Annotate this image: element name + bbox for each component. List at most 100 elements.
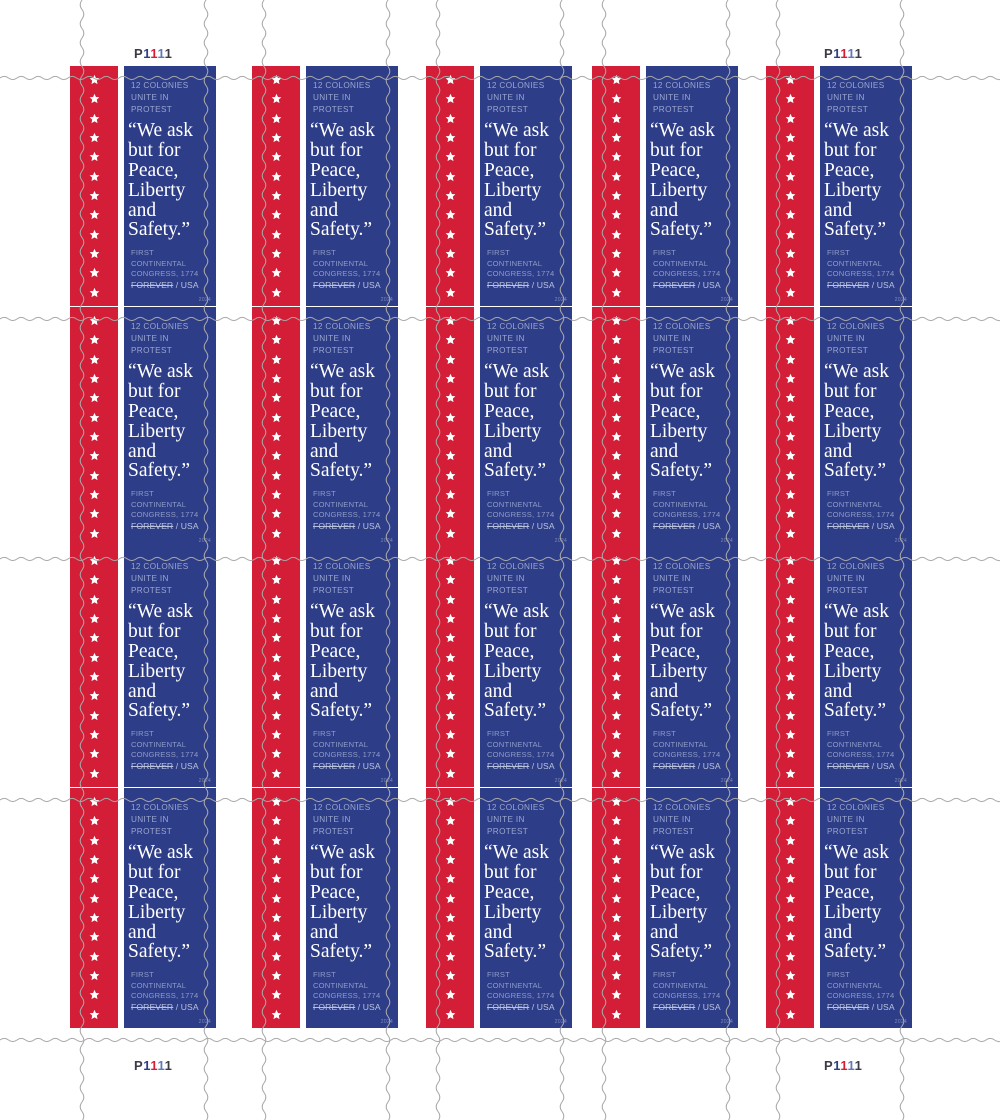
stamp-attribution: FIRST CONTINENTAL CONGRESS, 1774 xyxy=(653,248,721,278)
stamp-year: 2024 xyxy=(380,538,393,544)
star-icon xyxy=(611,594,621,604)
star-icon xyxy=(445,932,455,942)
star-icon xyxy=(271,613,281,624)
star-icon xyxy=(785,210,795,220)
stamp[interactable]: 12 COLONIES UNITE IN PROTEST “We ask but … xyxy=(426,788,572,1028)
stamp[interactable]: 12 COLONIES UNITE IN PROTEST “We ask but … xyxy=(426,547,572,787)
stamp[interactable]: 12 COLONIES UNITE IN PROTEST “We ask but … xyxy=(70,307,216,547)
star-icon xyxy=(611,335,621,345)
star-icon xyxy=(89,691,99,701)
star-icon xyxy=(785,835,795,845)
star-icon xyxy=(611,412,621,422)
stamp-denomination-usa: / USA xyxy=(529,280,555,291)
stamp-attribution: FIRST CONTINENTAL CONGRESS, 1774 xyxy=(653,489,721,519)
stamp[interactable]: 12 COLONIES UNITE IN PROTEST “We ask but … xyxy=(592,547,738,787)
star-icon xyxy=(785,594,795,604)
stamp[interactable]: 12 COLONIES UNITE IN PROTEST “We ask but … xyxy=(70,66,216,306)
stamp-header: 12 COLONIES UNITE IN PROTEST xyxy=(131,562,189,595)
stamp-attribution: FIRST CONTINENTAL CONGRESS, 1774 xyxy=(313,489,381,519)
stamp[interactable]: 12 COLONIES UNITE IN PROTEST “We ask but … xyxy=(252,66,398,306)
star-icon xyxy=(785,555,795,566)
star-icon xyxy=(785,874,795,884)
star-icon xyxy=(89,970,99,981)
plate-digit-1: 1 xyxy=(833,46,841,61)
stamp-year: 2024 xyxy=(554,297,567,303)
star-icon xyxy=(445,489,455,500)
star-icon xyxy=(89,652,99,662)
stamp[interactable]: 12 COLONIES UNITE IN PROTEST “We ask but … xyxy=(766,788,912,1028)
star-icon xyxy=(445,970,455,981)
stamp-attribution: FIRST CONTINENTAL CONGRESS, 1774 xyxy=(827,248,895,278)
stamp-header: 12 COLONIES UNITE IN PROTEST xyxy=(487,562,545,595)
star-icon xyxy=(271,335,281,345)
plate-digit-3: 1 xyxy=(157,46,165,61)
stamp-header: 12 COLONIES UNITE IN PROTEST xyxy=(313,81,371,114)
stamp-star-strip xyxy=(70,547,118,787)
stamp[interactable]: 12 COLONIES UNITE IN PROTEST “We ask but … xyxy=(592,788,738,1028)
plate-prefix: P xyxy=(824,46,834,61)
stamp[interactable]: 12 COLONIES UNITE IN PROTEST “We ask but … xyxy=(766,66,912,306)
stamp-panel: 12 COLONIES UNITE IN PROTEST “We ask but … xyxy=(306,547,398,787)
stamp-panel: 12 COLONIES UNITE IN PROTEST “We ask but … xyxy=(480,307,572,547)
stamp[interactable]: 12 COLONIES UNITE IN PROTEST “We ask but … xyxy=(252,788,398,1028)
plate-digit-4: 1 xyxy=(164,46,173,61)
star-icon xyxy=(445,874,455,884)
plate-digit-2: 1 xyxy=(150,1058,158,1073)
star-icon xyxy=(611,431,621,442)
star-icon xyxy=(89,874,99,884)
stamp-denomination: FOREVER / USA xyxy=(131,521,210,532)
star-icon xyxy=(611,287,621,297)
stamp-header: 12 COLONIES UNITE IN PROTEST xyxy=(827,322,885,355)
stamp-star-strip xyxy=(766,788,814,1028)
stamp[interactable]: 12 COLONIES UNITE IN PROTEST “We ask but … xyxy=(592,307,738,547)
stamp[interactable]: 12 COLONIES UNITE IN PROTEST “We ask but … xyxy=(766,307,912,547)
stamp[interactable]: 12 COLONIES UNITE IN PROTEST “We ask but … xyxy=(252,547,398,787)
stamp[interactable]: 12 COLONIES UNITE IN PROTEST “We ask but … xyxy=(766,547,912,787)
stamp[interactable]: 12 COLONIES UNITE IN PROTEST “We ask but … xyxy=(252,307,398,547)
stamp-star-strip xyxy=(592,788,640,1028)
stamp-panel: 12 COLONIES UNITE IN PROTEST “We ask but … xyxy=(820,788,912,1028)
stamp-denomination-usa: / USA xyxy=(869,761,895,772)
stamp-year: 2024 xyxy=(554,778,567,784)
star-icon xyxy=(785,652,795,662)
star-icon xyxy=(445,354,455,364)
star-icon xyxy=(445,393,455,403)
star-icon xyxy=(611,854,621,865)
plate-digit-4: 1 xyxy=(854,46,863,61)
star-icon xyxy=(785,951,795,961)
star-icon xyxy=(611,575,621,585)
stamp-panel: 12 COLONIES UNITE IN PROTEST “We ask but … xyxy=(480,66,572,306)
star-icon xyxy=(611,248,621,259)
star-icon xyxy=(611,990,621,1000)
star-icon xyxy=(785,489,795,500)
star-icon xyxy=(89,335,99,345)
stamp-denomination: FOREVER / USA xyxy=(487,280,566,291)
star-icon xyxy=(785,431,795,442)
star-icon xyxy=(445,94,455,104)
stamp[interactable]: 12 COLONIES UNITE IN PROTEST “We ask but … xyxy=(592,66,738,306)
star-icon xyxy=(611,113,621,123)
stamp-denomination-usa: / USA xyxy=(869,1002,895,1013)
star-icon xyxy=(271,470,281,480)
stamp-panel: 12 COLONIES UNITE IN PROTEST “We ask but … xyxy=(646,66,738,306)
star-icon xyxy=(89,1009,99,1019)
stamp[interactable]: 12 COLONIES UNITE IN PROTEST “We ask but … xyxy=(70,788,216,1028)
plate-digit-3: 1 xyxy=(847,1058,855,1073)
star-icon xyxy=(271,451,281,461)
stamp-quote: “We ask but for Peace, Liberty and Safet… xyxy=(650,361,716,482)
stamp-panel: 12 COLONIES UNITE IN PROTEST “We ask but … xyxy=(124,547,216,787)
stamp-denomination-forever: FOREVER xyxy=(313,521,356,532)
star-icon xyxy=(611,912,621,923)
stamp[interactable]: 12 COLONIES UNITE IN PROTEST “We ask but … xyxy=(426,66,572,306)
stamp-attribution: FIRST CONTINENTAL CONGRESS, 1774 xyxy=(487,970,555,1000)
stamp-denomination-forever: FOREVER xyxy=(653,761,696,772)
star-icon xyxy=(785,171,795,181)
stamp-denomination: FOREVER / USA xyxy=(653,521,732,532)
stamp-quote: “We ask but for Peace, Liberty and Safet… xyxy=(650,120,716,241)
star-icon xyxy=(89,489,99,500)
plate-number-top-right: P1111 xyxy=(824,46,863,61)
stamp[interactable]: 12 COLONIES UNITE IN PROTEST “We ask but … xyxy=(426,307,572,547)
stamp[interactable]: 12 COLONIES UNITE IN PROTEST “We ask but … xyxy=(70,547,216,787)
star-icon xyxy=(271,113,281,123)
star-icon xyxy=(445,74,455,85)
